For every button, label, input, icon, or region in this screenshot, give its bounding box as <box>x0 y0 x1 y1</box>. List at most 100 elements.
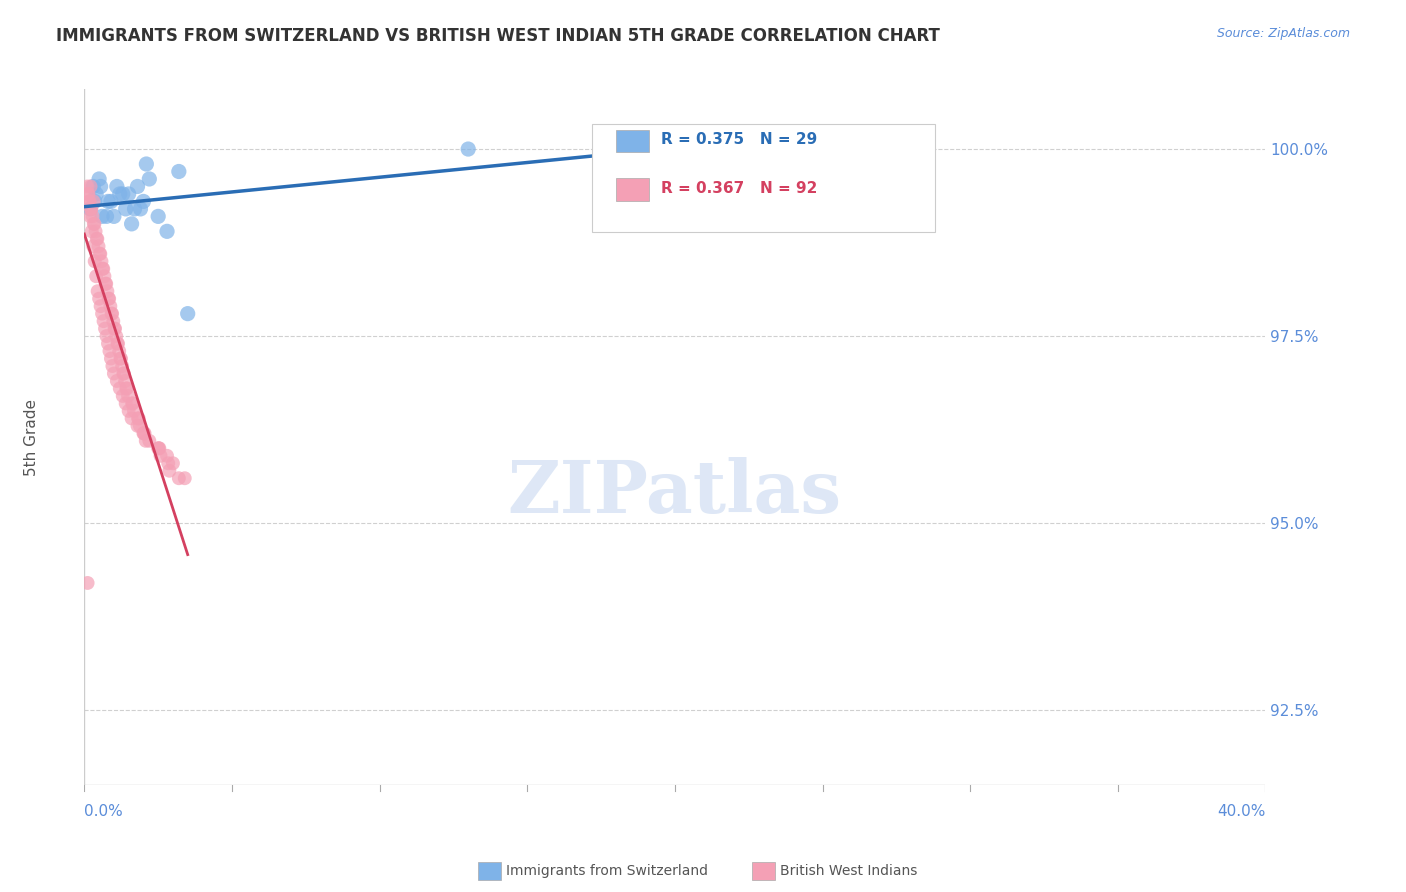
Point <box>77 186 100 201</box>
Point <box>128 418 150 433</box>
Point <box>121 411 143 425</box>
Point <box>148 442 170 456</box>
Bar <box>616 178 650 201</box>
Point <box>115 381 138 395</box>
Point <box>96 210 118 224</box>
Point <box>94 321 117 335</box>
Point <box>86 232 108 246</box>
Point <box>122 404 145 418</box>
Point <box>107 336 129 351</box>
Point <box>129 202 152 216</box>
Point <box>132 426 155 441</box>
Point <box>173 471 195 485</box>
Point <box>82 179 104 194</box>
Text: Source: ZipAtlas.com: Source: ZipAtlas.com <box>1216 27 1350 40</box>
Point <box>157 464 180 478</box>
Point <box>111 186 134 201</box>
Point <box>97 336 120 351</box>
Text: 0.0%: 0.0% <box>84 804 124 819</box>
Point <box>156 449 179 463</box>
Point <box>149 449 172 463</box>
Point <box>108 381 131 395</box>
Point <box>100 307 122 321</box>
Point <box>105 374 128 388</box>
Point <box>80 202 103 216</box>
Point <box>83 254 105 268</box>
Point <box>84 224 107 238</box>
Point <box>132 194 155 209</box>
Point <box>93 269 115 284</box>
Point <box>82 239 104 253</box>
Point <box>121 217 143 231</box>
Point <box>90 179 112 194</box>
Text: British West Indians: British West Indians <box>780 864 918 879</box>
Point <box>110 351 132 366</box>
Point <box>112 367 135 381</box>
Point <box>91 261 114 276</box>
Point <box>89 172 111 186</box>
Point <box>100 351 122 366</box>
Point <box>167 471 190 485</box>
Point <box>90 254 112 268</box>
Point <box>83 217 105 231</box>
Text: Immigrants from Switzerland: Immigrants from Switzerland <box>506 864 709 879</box>
Point <box>80 202 103 216</box>
Point <box>79 202 101 216</box>
Text: R = 0.375   N = 29: R = 0.375 N = 29 <box>661 133 817 147</box>
Point <box>89 247 111 261</box>
Point <box>96 277 118 291</box>
Text: 40.0%: 40.0% <box>1218 804 1265 819</box>
Point <box>121 396 143 410</box>
Point <box>83 194 105 209</box>
Point <box>84 269 107 284</box>
Point <box>82 210 104 224</box>
Point <box>98 292 121 306</box>
Point <box>103 321 125 335</box>
Point <box>97 292 120 306</box>
Point <box>118 404 141 418</box>
Point <box>135 434 157 448</box>
Point <box>127 179 149 194</box>
Point <box>162 456 184 470</box>
Point <box>107 336 129 351</box>
Point <box>135 157 157 171</box>
Point <box>77 194 100 209</box>
Point <box>87 239 110 253</box>
Point <box>105 329 128 343</box>
Text: 5th Grade: 5th Grade <box>24 399 39 475</box>
Point <box>128 411 150 425</box>
Point <box>86 284 108 298</box>
Point <box>91 307 114 321</box>
Point <box>148 442 170 456</box>
Point <box>86 232 108 246</box>
Bar <box>616 129 650 152</box>
Point <box>83 194 105 209</box>
Point <box>117 389 139 403</box>
Point <box>132 426 155 441</box>
Point <box>103 367 125 381</box>
Point <box>98 344 121 359</box>
Point <box>157 456 180 470</box>
FancyBboxPatch shape <box>592 124 935 232</box>
Point <box>98 299 121 313</box>
Point <box>111 359 134 373</box>
Point <box>148 210 170 224</box>
Point <box>76 576 98 591</box>
Point <box>79 210 101 224</box>
Point <box>80 224 103 238</box>
Point <box>148 442 170 456</box>
Point <box>693 135 716 149</box>
Point <box>91 261 114 276</box>
Point <box>93 314 115 328</box>
Text: R = 0.367   N = 92: R = 0.367 N = 92 <box>661 181 817 196</box>
Text: IMMIGRANTS FROM SWITZERLAND VS BRITISH WEST INDIAN 5TH GRADE CORRELATION CHART: IMMIGRANTS FROM SWITZERLAND VS BRITISH W… <box>56 27 941 45</box>
Point <box>112 367 135 381</box>
Point <box>79 179 101 194</box>
Point <box>108 344 131 359</box>
Point <box>167 164 190 178</box>
Point <box>103 210 125 224</box>
Point <box>108 186 131 201</box>
Point <box>100 194 122 209</box>
Point <box>96 329 118 343</box>
Point <box>127 411 149 425</box>
